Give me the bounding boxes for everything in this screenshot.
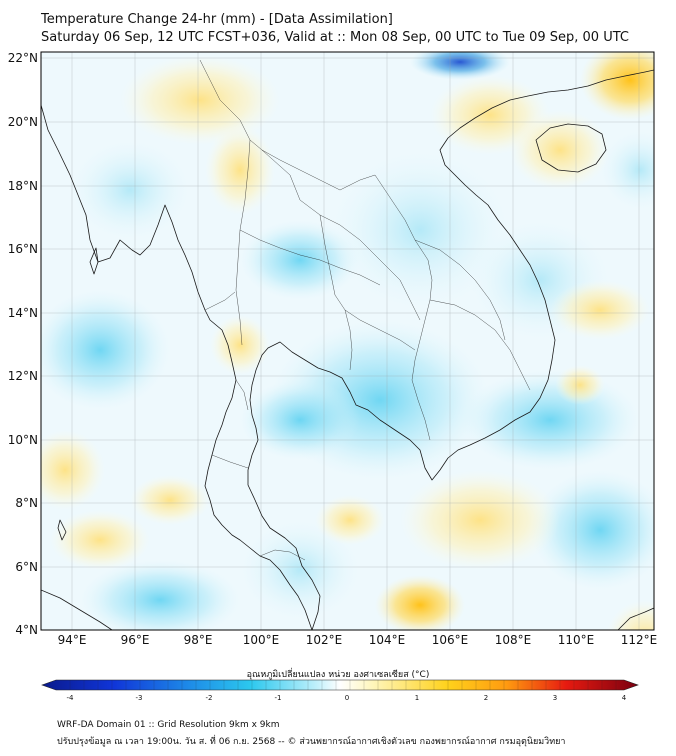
lon-label: 108°E [495,633,532,647]
map-subtitle: Saturday 06 Sep, 12 UTC FCST+036, Valid … [41,30,629,45]
admin-borders [199,59,531,561]
footer-domain-info: WRF-DA Domain 01 :: Grid Resolution 9km … [57,720,280,730]
colorbar-tick: 2 [484,694,488,702]
lon-label: 96°E [121,633,150,647]
colorbar-tick: 0 [345,694,349,702]
footer-credit: ปรับปรุงข้อมูล ณ เวลา 19:00น. วัน ส. ที่… [57,737,566,747]
colorbar-tick: -2 [206,694,213,702]
colorbar-scale [41,679,639,691]
lon-label: 94°E [58,633,87,647]
map-title: Temperature Change 24-hr (mm) - [Data As… [41,12,393,27]
lat-label: 4°N [15,623,38,637]
colorbar: -4 -3 -2 -1 0 1 2 3 4 [41,679,639,702]
colorbar-tick: 4 [622,694,627,702]
colorbar-tick: 1 [415,694,419,702]
temperature-field [41,52,654,630]
grid-lines [41,52,654,630]
colorbar-tick: -1 [275,694,282,702]
lon-label: 100°E [243,633,280,647]
lat-label: 20°N [8,115,38,129]
lon-label: 104°E [369,633,406,647]
lon-axis: 94°E 96°E 98°E 100°E 102°E 104°E 106°E 1… [58,633,658,647]
lon-label: 98°E [184,633,213,647]
colorbar-title: อุณหภูมิเปลี่ยนแปลง หน่วย องศาเซลเซียส (… [246,670,430,680]
colorbar-tick: -3 [136,694,143,702]
lat-label: 10°N [8,433,38,447]
lat-label: 8°N [15,496,38,510]
lat-axis: 22°N 20°N 18°N 16°N 14°N 12°N 10°N 8°N 6… [8,51,38,637]
colorbar-tick: -4 [67,694,75,702]
lat-label: 16°N [8,242,38,256]
lon-label: 106°E [432,633,469,647]
lat-label: 12°N [8,369,38,383]
colorbar-tick: 3 [553,694,557,702]
lat-label: 14°N [8,306,38,320]
lat-label: 18°N [8,179,38,193]
plot-frame [40,51,655,631]
lat-label: 22°N [8,51,38,65]
lat-label: 6°N [15,560,38,574]
lon-label: 112°E [621,633,658,647]
coastlines [41,69,654,630]
lon-label: 110°E [558,633,595,647]
lon-label: 102°E [306,633,343,647]
